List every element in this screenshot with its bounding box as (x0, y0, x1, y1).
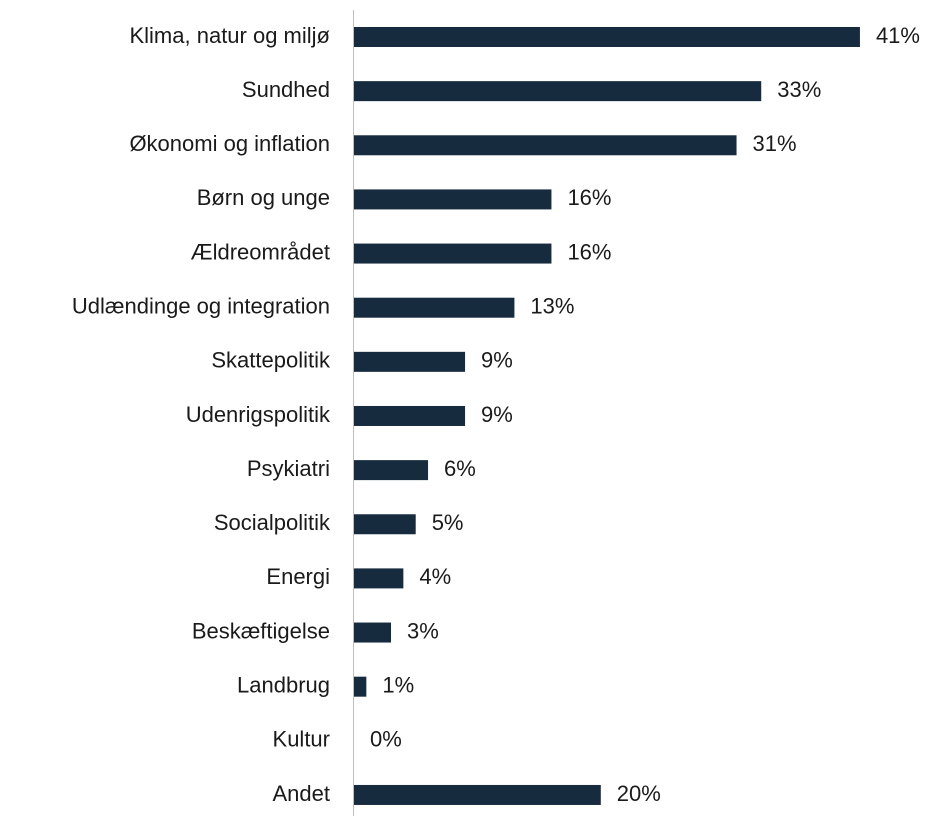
value-label: 6% (444, 456, 476, 481)
value-label: 41% (876, 23, 920, 48)
bar (354, 135, 737, 156)
value-label: 0% (370, 727, 402, 752)
bar (354, 568, 404, 589)
category-label: Sundhed (242, 77, 330, 102)
category-label: Klima, natur og miljø (129, 23, 330, 48)
value-label: 5% (432, 510, 464, 535)
bar (354, 351, 466, 372)
bar (354, 81, 762, 102)
category-label: Landbrug (237, 672, 330, 697)
value-label: 3% (407, 618, 439, 643)
bar (354, 27, 860, 47)
category-label: Socialpolitik (214, 510, 331, 535)
bar (354, 676, 367, 697)
value-label: 1% (382, 672, 414, 697)
bar (354, 189, 552, 210)
bar (354, 514, 416, 535)
category-label: Børn og unge (197, 185, 330, 210)
category-label: Udlændinge og integration (72, 294, 330, 319)
value-label: 13% (530, 294, 574, 319)
bar (354, 405, 466, 426)
category-label: Psykiatri (247, 456, 330, 481)
value-label: 16% (567, 239, 611, 264)
value-label: 20% (617, 781, 661, 806)
category-label: Beskæftigelse (192, 618, 330, 643)
category-label: Ældreområdet (191, 239, 330, 264)
category-label: Udenrigspolitik (186, 402, 331, 427)
bar (354, 460, 429, 481)
category-label: Økonomi og inflation (129, 131, 330, 156)
category-label: Skattepolitik (211, 348, 331, 373)
category-label: Andet (273, 781, 331, 806)
bar (354, 784, 601, 805)
value-label: 31% (753, 131, 797, 156)
value-label: 16% (567, 185, 611, 210)
bar (354, 243, 552, 264)
bar (354, 297, 515, 318)
value-label: 9% (481, 348, 513, 373)
value-label: 4% (419, 564, 451, 589)
category-label: Kultur (273, 727, 330, 752)
category-label: Energi (266, 564, 330, 589)
bar (354, 622, 392, 643)
value-label: 33% (777, 77, 821, 102)
value-label: 9% (481, 402, 513, 427)
